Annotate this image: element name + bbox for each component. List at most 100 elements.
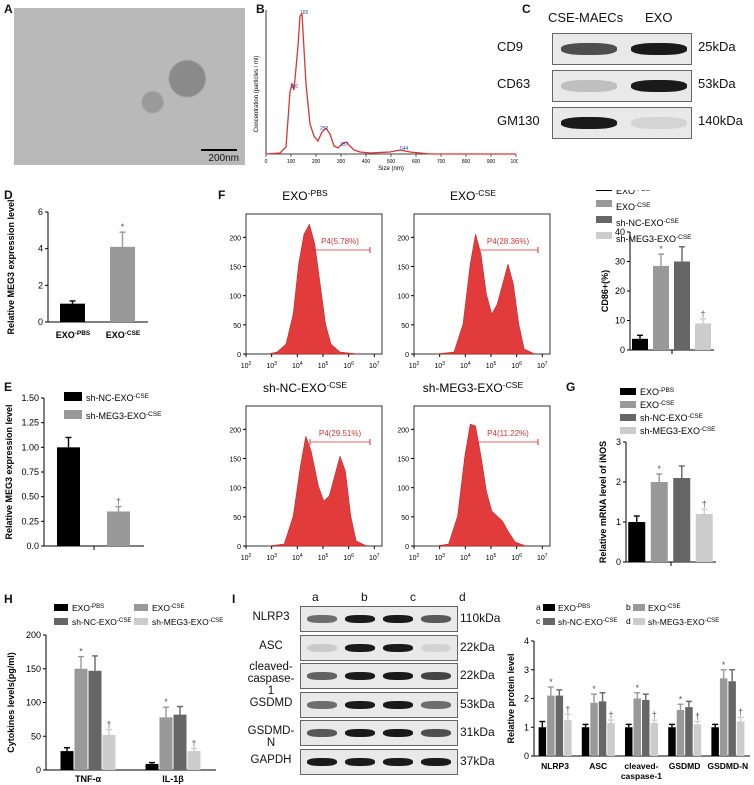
bar [590, 702, 598, 756]
y-tick-label: 50 [31, 731, 41, 741]
nta-peak-544: 544 [400, 146, 409, 152]
y-tick-label: 0 [524, 751, 529, 761]
flow-xtick-label: 103 [266, 361, 277, 370]
legend-key: b [626, 602, 631, 612]
panel-label-h: H [4, 592, 13, 606]
legend-label: EXO-CSE [152, 603, 185, 613]
legend-swatch [543, 604, 555, 611]
nta-xlabel: Size (nm) [378, 166, 404, 172]
i-row-label: GSDMD-N [247, 725, 295, 749]
significance-mark: * [635, 683, 639, 693]
c-row-label: GM130 [497, 113, 540, 128]
panel-label-g: G [566, 380, 576, 394]
i-row-kda: 22kDa [460, 639, 495, 654]
legend-label: sh-NC-EXO-CSE [86, 393, 150, 403]
significance-mark: * [659, 244, 663, 254]
i-band [307, 700, 337, 709]
i-row-kda: 37kDa [460, 753, 495, 768]
flow-ytick-label: 100 [229, 294, 241, 301]
i-x-label: GSDMD [669, 761, 701, 771]
flow-ytick-label: 0 [237, 544, 241, 551]
nta-xtick-label: 400 [362, 159, 371, 165]
flow-xtick-label: 103 [266, 553, 277, 562]
i-band [421, 615, 451, 623]
significance-mark: † [565, 704, 570, 714]
flow-ytick-label: 50 [233, 323, 241, 330]
bar [60, 751, 74, 770]
flow-title: EXO-CSE [450, 188, 496, 203]
flow-xtick-label: 104 [460, 553, 471, 562]
significance-mark: * [722, 660, 726, 670]
y-tick-label: 0.0 [26, 541, 39, 551]
i-band [345, 672, 375, 680]
significance-mark: * [657, 464, 661, 474]
y-axis-label: CD86+(%) [600, 270, 610, 312]
c-band [631, 80, 687, 92]
bar [632, 338, 648, 350]
c-blot-strip [552, 107, 692, 139]
scale-bar [201, 149, 237, 151]
i-band [307, 643, 337, 652]
legend-label: sh-NC-EXO-CSE [616, 218, 680, 228]
y-tick-label: 1.50 [21, 393, 39, 403]
bar [673, 478, 691, 562]
i-band [421, 672, 451, 680]
i-blot-strip [300, 606, 458, 632]
c-blot-strip [552, 33, 692, 65]
nta-xtick-label: 500 [387, 159, 396, 165]
chart-e: 0.0 0.25 0.50 0.75 1.00 1.25 1.50 Relative MEG3… [4, 392, 162, 551]
bar [547, 695, 555, 756]
bar [685, 707, 693, 756]
y-tick-label: 0 [36, 765, 41, 775]
panel-label-f: F [218, 188, 226, 202]
y-tick-label: 0.50 [21, 492, 39, 502]
d-x-label: EXO-PBS [56, 330, 91, 340]
y-tick-label: 4 [524, 636, 529, 646]
legend-swatch [54, 604, 68, 611]
bar [581, 727, 590, 756]
flow-xtick-label: 103 [434, 553, 445, 562]
flow-xtick-label: 107 [369, 361, 380, 370]
flow-ytick-label: 200 [229, 427, 241, 434]
y-tick-label: 4 [38, 244, 43, 254]
nta-xtick-label: 200 [312, 159, 321, 165]
y-tick-label: 0 [38, 317, 43, 327]
bar [57, 447, 80, 546]
bar [719, 678, 728, 756]
bar [102, 734, 116, 770]
legend-label: EXO-PBS [616, 190, 651, 196]
nta-xtick-label: 0 [265, 159, 268, 165]
flow-ytick-label: 200 [229, 235, 241, 242]
i-row-label: GSDMD [249, 696, 293, 709]
significance-mark: † [609, 710, 614, 720]
y-axis-label: Relative protein level [506, 653, 516, 743]
nta-peak-252: 252 [320, 126, 329, 132]
i-row-kda: 31kDa [460, 725, 495, 739]
legend-label: sh-MEG3-EXO-CSE [152, 617, 223, 627]
legend-label: EXO-CSE [640, 400, 675, 410]
i-band [383, 729, 413, 737]
flow-xtick-label: 103 [434, 361, 445, 370]
flow-panel: sh-NC-EXO-CSE 0 50 100 150 200 102 103 104 105 106… [229, 380, 383, 562]
bar [653, 265, 669, 350]
significance-mark: † [106, 720, 111, 730]
y-axis-label: Relative MEG3 expression level [6, 199, 16, 334]
significance-mark: * [164, 697, 168, 707]
bar [633, 698, 641, 756]
i-blot-strip [300, 663, 458, 689]
flow-xtick-label: 105 [318, 553, 329, 562]
flow-xtick-label: 106 [343, 361, 354, 370]
bar [736, 721, 745, 756]
y-tick-label: 0 [616, 557, 621, 567]
legend-swatch [620, 401, 636, 408]
y-tick-label: 1 [524, 722, 529, 732]
bar [728, 681, 736, 756]
bar [107, 511, 130, 546]
y-tick-label: 150 [26, 664, 41, 674]
tem-image: 200nm [14, 8, 245, 165]
flow-xtick-label: 107 [369, 553, 380, 562]
bar [650, 722, 658, 756]
y-tick-label: 2 [38, 280, 43, 290]
i-band [421, 729, 451, 737]
legend-label: EXO-PBS [640, 387, 675, 397]
